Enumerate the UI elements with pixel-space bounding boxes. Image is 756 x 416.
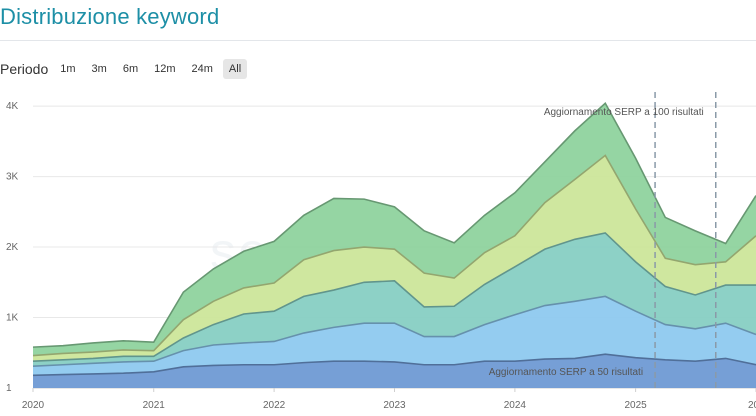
period-button-all[interactable]: All <box>222 59 248 79</box>
x-axis-ticks: 2020 2021 2022 2023 2024 2025 202 <box>22 388 756 411</box>
period-label: Periodo <box>0 61 49 77</box>
x-tick-label: 2022 <box>263 400 286 411</box>
area-series-5 <box>33 103 756 356</box>
x-tick-label: 202 <box>748 400 756 411</box>
series-line-5 <box>32 102 756 348</box>
x-tick-label: 2025 <box>624 400 647 411</box>
series-line-3 <box>32 232 756 363</box>
x-tick-label: 2021 <box>143 400 166 411</box>
x-tick-label: 2023 <box>383 400 406 411</box>
x-tick-label: 2020 <box>22 400 45 411</box>
period-button-12m[interactable]: 12m <box>154 63 176 75</box>
area-series-4 <box>33 155 756 362</box>
period-button-6m[interactable]: 6m <box>122 63 139 75</box>
y-axis-ticks: 1 1K 2K 3K 4K <box>6 101 19 394</box>
y-tick-label: 2K <box>6 242 19 253</box>
serp-update-annotation: Aggiornamento SERP a 50 risultati <box>489 367 643 378</box>
chart-markers: Aggiornamento SERP a 50 risultati Aggiorn… <box>489 92 717 388</box>
area-series-2 <box>33 296 756 376</box>
period-button-24m[interactable]: 24m <box>191 63 213 75</box>
y-tick-label: 4K <box>6 101 19 112</box>
series-line-4 <box>32 154 756 357</box>
area-series-3 <box>33 232 756 367</box>
series-line-2 <box>32 295 756 367</box>
title-divider <box>0 40 756 41</box>
page-title: Distribuzione keyword <box>0 4 220 29</box>
chart-lines <box>32 102 756 377</box>
y-tick-label: 1 <box>6 383 12 394</box>
period-button-1m[interactable]: 1m <box>60 63 76 75</box>
y-tick-label: 3K <box>6 172 19 183</box>
serp-update-annotation: Aggiornamento SERP a 100 risultati <box>544 107 704 118</box>
period-button-3m[interactable]: 3m <box>91 63 107 75</box>
chart-areas <box>33 103 756 388</box>
area-series-1 <box>33 354 756 388</box>
period-selector: Periodo 1m 3m 6m 12m 24m All <box>0 58 251 80</box>
x-tick-label: 2024 <box>504 400 527 411</box>
y-tick-label: 1K <box>6 313 19 324</box>
series-line-1 <box>32 353 756 377</box>
